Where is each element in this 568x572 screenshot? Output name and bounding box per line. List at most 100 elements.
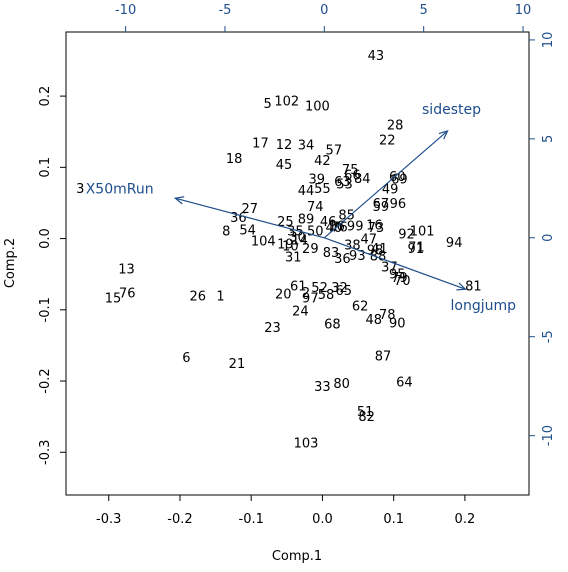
point-label: 101 [410,225,435,240]
point-label: 29 [302,242,319,257]
point-label: 37 [381,260,398,275]
x-tick-label: 0.2 [455,512,476,527]
point-label: 60 [389,170,406,185]
point-label: 89 [298,213,315,228]
loading-label: X50mRun [86,181,154,197]
point-label: 45 [276,158,293,173]
point-label: 71 [408,240,425,255]
point-label: 99 [347,220,364,235]
point-label: 52 [311,281,328,296]
point-label: 74 [307,200,324,215]
bottom-axis: -0.3 -0.2 -0.1 0.0 0.1 0.2 [96,495,475,527]
point-label: 55 [314,182,331,197]
point-label: 76 [119,287,136,302]
point-label: 58 [318,288,335,303]
x-tick-label: 0.0 [312,512,333,527]
plot-frame [65,31,530,496]
point-label: 90 [389,317,406,332]
point-label: 92 [398,228,415,243]
y-tick-label: -0.3 [38,440,53,465]
point-label: 27 [242,202,259,217]
x-tick-label: -0.3 [96,512,121,527]
y-tick-label: -0.1 [38,297,53,322]
point-label: 82 [358,410,375,425]
top-tick-label: 10 [515,3,532,18]
point-label: 18 [226,152,243,167]
point-label: 15 [105,292,122,307]
x-tick-label: -0.1 [239,512,264,527]
right-tick-label: -10 [541,425,556,446]
point-label: 91 [407,242,424,257]
point-label: 32 [331,281,348,296]
point-label: 65 [336,284,353,299]
x-tick-label: 0.1 [383,512,404,527]
right-axis: -10 -5 0 5 10 [529,32,556,446]
point-label: 6 [182,351,190,366]
loading-arrowhead [173,196,185,205]
point-label: 61 [290,280,307,295]
point-label: 19 [277,238,294,253]
point-label: 73 [368,221,385,236]
point-label: 79 [391,271,408,286]
right-tick-label: 10 [541,32,556,49]
point-label: 44 [298,184,315,199]
point-label: 5 [263,97,271,112]
point-label: 81 [465,280,482,295]
point-label: 100 [305,99,330,114]
point-label: 66 [344,168,361,183]
loading-arrowhead [438,129,449,140]
point-label: 68 [324,317,341,332]
y-tick-label: -0.2 [38,368,53,393]
point-label: 47 [360,233,377,248]
point-label: 97 [302,292,319,307]
point-label: 17 [252,136,269,151]
top-axis: -10 -5 0 5 10 [115,3,531,32]
point-label: 67 [373,197,390,212]
top-tick-label: -5 [218,3,231,18]
left-axis: -0.3 -0.2 -0.1 0.0 0.1 0.2 [38,86,66,465]
point-label: 59 [373,200,390,215]
point-label: 46 [320,215,337,230]
loadings-layer: sidestep X50mRun longjump [86,102,516,314]
point-label: 36 [230,211,247,226]
point-label: 1 [216,290,224,305]
loading-arrowhead [456,282,467,291]
point-label: 49 [382,183,399,198]
point-label: 23 [264,321,281,336]
point-label: 51 [357,405,374,420]
point-label: 10 [282,240,299,255]
point-label: 102 [274,94,299,109]
point-label: 33 [314,380,331,395]
right-tick-label: 5 [541,135,556,143]
point-label: 13 [118,262,135,277]
point-label: 104 [251,235,276,250]
point-label: 96 [390,197,407,212]
top-tick-label: -10 [115,3,136,18]
point-label: 41 [371,242,388,257]
point-label: 95 [389,267,406,282]
y-tick-label: 0.1 [38,157,53,178]
loading-arrow [324,237,466,290]
point-label: 26 [190,290,207,305]
point-label: 3 [76,182,84,197]
point-label: 43 [368,49,385,64]
point-label: 54 [239,223,256,238]
x-tick-label: -0.2 [167,512,192,527]
y-tick-label: 0.0 [38,228,53,249]
loading-arrow [175,197,325,239]
point-label: 12 [276,138,293,153]
point-label: 64 [396,376,413,391]
top-tick-label: 5 [420,3,428,18]
point-label: 78 [379,308,396,323]
loading-arrow [323,130,448,239]
point-label: 70 [394,274,411,289]
point-label: 48 [365,313,382,328]
point-label: 83 [323,246,340,261]
point-label: 94 [446,236,463,251]
point-label: 85 [338,208,355,223]
point-label: 28 [387,119,404,134]
point-label: 75 [342,163,359,178]
point-label: 30 [289,230,306,245]
